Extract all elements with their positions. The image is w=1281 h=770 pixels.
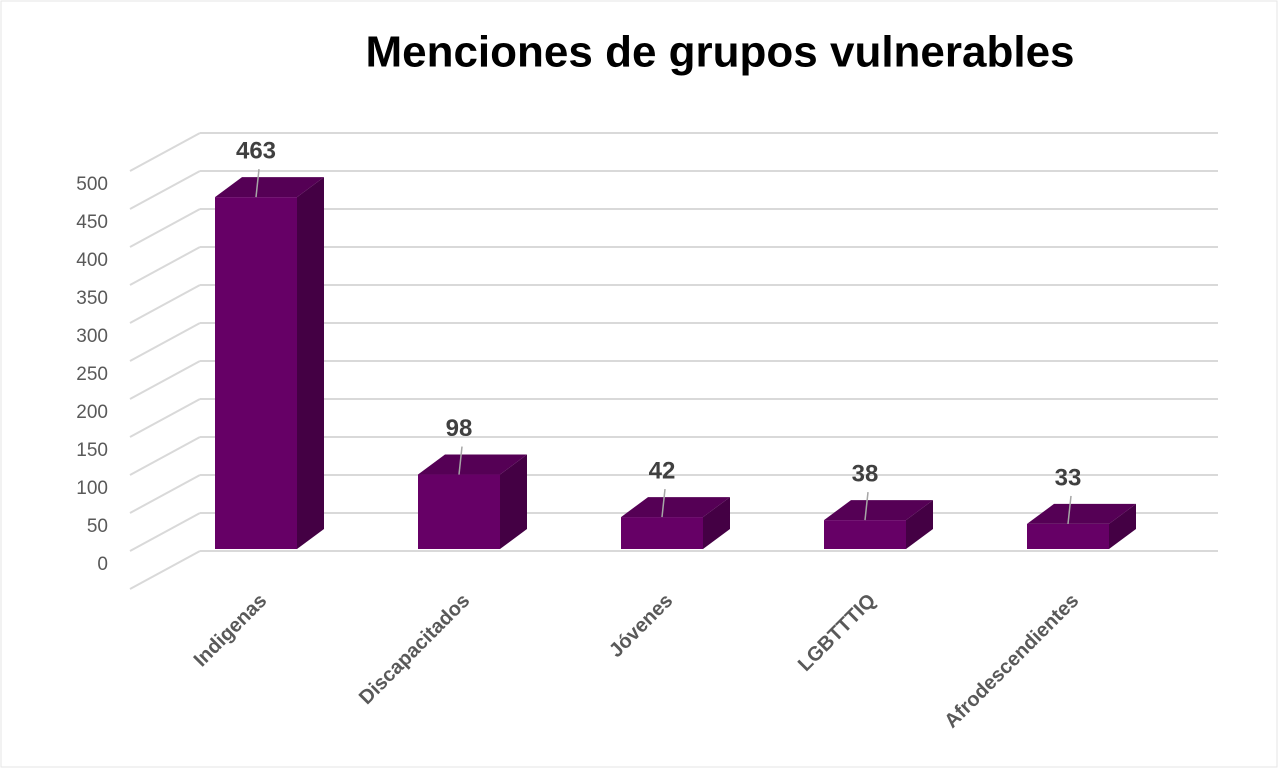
bar [215,177,324,549]
grid-line [129,170,201,210]
leader-line [255,169,260,198]
bar-top [621,497,730,518]
data-label: 463 [236,137,276,164]
grid-line [129,322,201,362]
bar-side [906,500,933,549]
bar-front [621,517,703,549]
bar-top [215,177,324,198]
bar [824,500,933,549]
grid-line [129,284,201,324]
y-tick-label: 200 [76,402,108,423]
grid-line [129,436,201,476]
leader-line [1067,495,1072,524]
grid-line [129,550,201,590]
bar-front [1027,523,1109,549]
y-tick-label: 150 [76,440,108,461]
y-tick-label: 400 [76,250,108,271]
bar [418,454,527,549]
bar-side [500,454,527,549]
data-label: 38 [852,460,879,487]
y-tick-label: 450 [76,212,108,233]
leader-line [661,489,666,518]
bar [621,497,730,549]
grid-line [129,474,201,514]
bar-top [824,500,933,521]
bar-front [824,520,906,549]
grid-line [129,512,201,552]
y-tick-label: 350 [76,288,108,309]
y-tick-label: 50 [87,516,108,537]
bar-side [1109,503,1136,549]
grid-line [129,132,201,172]
chart-title: Menciones de grupos vulnerables [365,28,1074,77]
y-tick-label: 300 [76,326,108,347]
bar-side [703,497,730,549]
grid-line [129,398,201,438]
y-tick-label: 250 [76,364,108,385]
data-label: 98 [446,415,473,442]
bar-side [297,177,324,549]
leader-line [864,492,869,521]
grid-line [129,360,201,400]
data-label: 33 [1055,464,1082,491]
leader-line [458,446,463,475]
y-tick-label: 500 [76,174,108,195]
y-tick-label: 100 [76,478,108,499]
bar-top [418,454,527,475]
grid-line [129,246,201,286]
data-label: 42 [649,457,676,484]
bar-front [215,197,297,549]
bar-front [418,474,500,549]
y-tick-label: 0 [97,554,108,575]
grid-line [129,208,201,248]
bar-top [1027,503,1136,524]
bar [1027,503,1136,549]
